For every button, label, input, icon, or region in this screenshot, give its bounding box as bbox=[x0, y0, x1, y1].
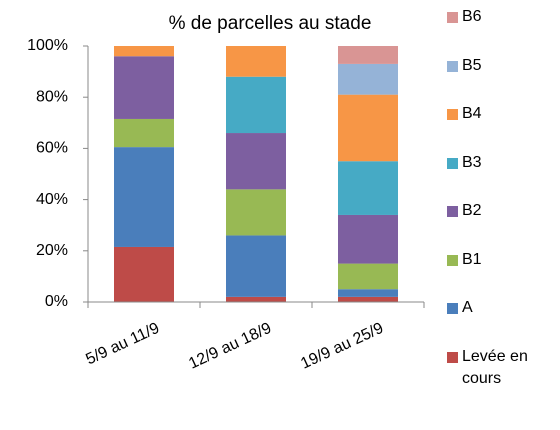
bar-segment bbox=[338, 214, 398, 264]
legend-swatch bbox=[447, 60, 458, 72]
bar-segment bbox=[114, 118, 174, 148]
legend-item: B4 bbox=[447, 105, 557, 125]
x-tick-label: 5/9 au 11/9 bbox=[83, 320, 162, 369]
legend-label: B1 bbox=[462, 250, 482, 268]
legend-swatch bbox=[447, 206, 458, 217]
x-tick-label: 12/9 au 18/9 bbox=[186, 320, 274, 373]
x-tick-label: 19/9 au 25/9 bbox=[298, 320, 386, 373]
bar-segment bbox=[114, 246, 174, 302]
y-tick-label: 60% bbox=[36, 140, 68, 157]
legend-label: B3 bbox=[462, 153, 482, 171]
legend-label: B2 bbox=[462, 202, 482, 219]
legend-swatch bbox=[447, 303, 458, 314]
bar-segment bbox=[226, 46, 286, 77]
bar-segment bbox=[226, 76, 286, 134]
bar-segment bbox=[226, 235, 286, 297]
bar-segment bbox=[338, 263, 398, 290]
legend-swatch bbox=[447, 109, 458, 120]
legend-item: Levée en cours bbox=[447, 348, 557, 390]
chart-title: % de parcelles au stade bbox=[169, 13, 372, 34]
chart: % de parcelles au stade 0% 20% 40% 60% 80% 10… bbox=[27, 13, 425, 373]
legend-label: Levée en cours bbox=[462, 347, 528, 387]
legend-label: B5 bbox=[462, 56, 482, 74]
legend-item: B3 bbox=[447, 154, 557, 174]
bar-segment bbox=[114, 147, 174, 247]
bar-segment bbox=[338, 296, 398, 302]
y-tick-label: 40% bbox=[36, 191, 68, 208]
bar-segment bbox=[338, 161, 398, 215]
bar-segment bbox=[338, 94, 398, 162]
bar-segment bbox=[114, 46, 174, 57]
legend-item: B5 bbox=[447, 57, 557, 77]
bar-segment bbox=[226, 189, 286, 236]
y-tick-label: 100% bbox=[27, 37, 68, 54]
bar-segment bbox=[226, 296, 286, 302]
y-tick-label: 80% bbox=[36, 88, 68, 105]
bar-segment bbox=[338, 289, 398, 297]
legend-label: A bbox=[462, 299, 473, 316]
legend-swatch bbox=[447, 12, 458, 23]
bar-segment bbox=[114, 56, 174, 119]
legend-label: B4 bbox=[462, 105, 482, 122]
legend-swatch bbox=[447, 254, 458, 266]
bar-segment bbox=[338, 63, 398, 95]
legend-item: B1 bbox=[447, 251, 557, 271]
y-tick-label: 20% bbox=[36, 242, 68, 259]
legend-swatch bbox=[447, 157, 458, 169]
legend-label: B6 bbox=[462, 8, 482, 25]
legend-item: B2 bbox=[447, 202, 557, 222]
bar-segment bbox=[226, 133, 286, 190]
bar-segment bbox=[338, 46, 398, 64]
legend-item: A bbox=[447, 299, 557, 319]
y-tick-label: 0% bbox=[45, 293, 68, 310]
legend-item: B6 bbox=[447, 8, 557, 28]
legend-swatch bbox=[447, 351, 458, 363]
